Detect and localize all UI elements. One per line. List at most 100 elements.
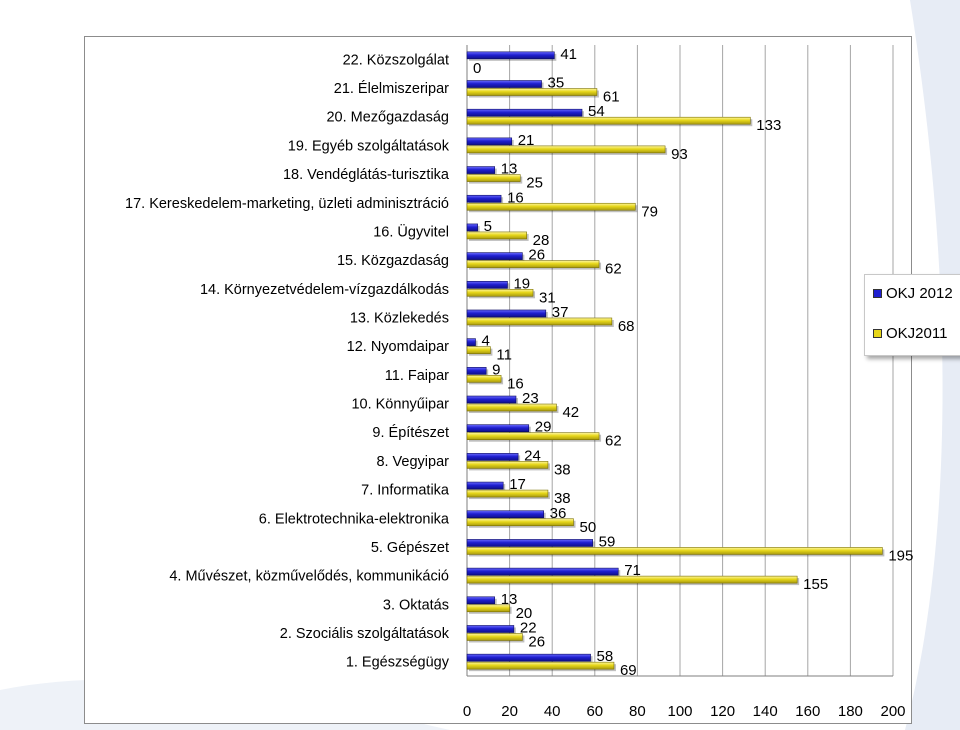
- bar-okj2011-10: [466, 403, 557, 412]
- background-swoosh-right: [905, 0, 960, 730]
- bar-okj-2012-1: [466, 653, 591, 662]
- bar-okj-2012-9: [466, 424, 530, 433]
- data-label-okj2011-13: 68: [618, 318, 635, 335]
- x-tick-label-180: 180: [838, 703, 863, 720]
- data-label-okj-2012-6: 36: [550, 505, 567, 522]
- data-label-okj-2012-2: 22: [520, 619, 537, 636]
- bar-okj2011-12: [466, 346, 491, 354]
- category-label-20: 20. Mezőgazdaság: [326, 110, 449, 126]
- data-label-okj2011-7: 38: [554, 490, 571, 507]
- bar-okj2011-11: [466, 375, 502, 383]
- data-label-okj2011-21: 61: [603, 89, 620, 106]
- legend-swatch-okj-2011: [873, 329, 882, 338]
- data-label-okj2011-10: 42: [562, 404, 579, 421]
- bar-okj2011-13: [466, 317, 613, 326]
- data-label-okj-2012-9: 29: [535, 419, 552, 436]
- data-label-okj-2012-16: 5: [484, 218, 492, 235]
- bar-okj-2012-2: [466, 625, 515, 633]
- bar-okj2011-20: [466, 116, 751, 125]
- bar-okj2011-14: [466, 288, 534, 297]
- bar-okj-2012-6: [466, 510, 544, 519]
- category-label-18: 18. Vendéglátás-turisztika: [283, 167, 450, 183]
- data-label-okj-2012-12: 4: [482, 333, 490, 350]
- bar-okj2011-5: [466, 547, 883, 555]
- category-label-11: 11. Faipar: [385, 368, 449, 384]
- category-label-6: 6. Elektrotechnika-elektronika: [259, 511, 450, 527]
- data-label-okj-2012-22: 41: [560, 46, 577, 63]
- data-label-okj-2012-20: 54: [588, 103, 605, 120]
- data-label-okj2011-20: 133: [756, 117, 781, 134]
- data-label-okj-2012-13: 37: [552, 304, 569, 321]
- category-label-14: 14. Környezetvédelem-vízgazdálkodás: [200, 282, 449, 298]
- data-label-okj-2012-14: 19: [513, 275, 530, 292]
- x-tick-label-0: 0: [463, 703, 471, 720]
- data-label-okj2011-19: 93: [671, 146, 688, 163]
- legend-label-okj-2011: OKJ2011: [886, 325, 948, 342]
- bar-okj-2012-14: [466, 280, 508, 289]
- x-tick-label-60: 60: [586, 703, 603, 720]
- x-tick-label-40: 40: [544, 703, 561, 720]
- category-label-3: 3. Oktatás: [383, 597, 449, 613]
- x-tick-label-160: 160: [795, 703, 820, 720]
- bar-okj-2012-16: [466, 223, 478, 232]
- bar-okj2011-19: [466, 145, 666, 154]
- bar-okj2011-16: [466, 231, 527, 240]
- category-label-2: 2. Szociális szolgáltatások: [280, 626, 450, 642]
- data-label-okj2011-6: 50: [580, 519, 597, 536]
- x-tick-label-140: 140: [753, 703, 778, 720]
- data-label-okj2011-16: 28: [533, 232, 550, 249]
- bar-okj2011-18: [466, 174, 521, 182]
- data-label-okj2011-2: 26: [528, 633, 545, 650]
- data-label-okj-2012-21: 35: [548, 75, 565, 92]
- bar-okj2011-9: [466, 432, 600, 441]
- x-tick-label-200: 200: [880, 703, 905, 720]
- bar-okj-2012-21: [466, 80, 542, 88]
- bar-okj-2012-12: [466, 338, 476, 346]
- legend-item-okj-2011: OKJ2011: [873, 325, 947, 342]
- bar-okj-2012-11: [466, 367, 487, 375]
- legend-swatch-okj-2012: [873, 289, 882, 298]
- data-label-okj2011-4: 155: [803, 576, 828, 593]
- data-label-okj-2012-15: 26: [528, 247, 545, 264]
- data-label-okj2011-3: 20: [516, 605, 533, 622]
- category-label-16: 16. Ügyvitel: [373, 222, 449, 240]
- data-label-okj2011-18: 25: [526, 175, 543, 192]
- data-label-okj2011-12: 11: [496, 347, 512, 364]
- data-label-okj-2012-7: 17: [509, 476, 526, 493]
- data-label-okj2011-14: 31: [539, 289, 556, 306]
- data-label-okj-2012-4: 71: [624, 562, 641, 579]
- legend: OKJ 2012 OKJ2011: [864, 274, 960, 356]
- bar-okj2011-7: [466, 489, 549, 498]
- data-label-okj2011-11: 16: [507, 375, 524, 392]
- category-label-1: 1. Egészségügy: [346, 655, 450, 671]
- bar-okj-2012-10: [466, 395, 517, 404]
- bar-okj-2012-4: [466, 567, 619, 576]
- bar-okj-2012-20: [466, 108, 583, 117]
- category-label-21: 21. Élelmiszeripar: [334, 80, 449, 97]
- data-label-okj2011-22: 0: [473, 60, 481, 77]
- bar-okj2011-6: [466, 518, 574, 527]
- category-label-9: 9. Építészet: [372, 424, 449, 441]
- category-label-13: 13. Közlekedés: [350, 310, 449, 326]
- bar-okj-2012-15: [466, 252, 523, 260]
- data-label-okj-2012-11: 9: [492, 361, 500, 378]
- category-label-22: 22. Közszolgálat: [343, 52, 449, 68]
- legend-label-okj-2012: OKJ 2012: [886, 285, 953, 302]
- category-label-5: 5. Gépészet: [371, 540, 449, 556]
- bar-okj2011-21: [466, 88, 598, 96]
- x-tick-label-20: 20: [501, 703, 518, 720]
- bar-okj2011-1: [466, 661, 615, 670]
- category-label-7: 7. Informatika: [361, 483, 450, 499]
- bar-okj-2012-18: [466, 166, 495, 174]
- category-label-8: 8. Vegyipar: [376, 454, 449, 470]
- data-label-okj-2012-1: 58: [597, 648, 614, 665]
- category-label-4: 4. Művészet, közművelődés, kommunikáció: [169, 569, 449, 585]
- data-label-okj-2012-19: 21: [518, 132, 535, 149]
- x-tick-label-120: 120: [710, 703, 735, 720]
- data-label-okj-2012-18: 13: [501, 161, 518, 178]
- bar-okj-2012-8: [466, 453, 519, 461]
- bar-okj-2012-22: [466, 51, 555, 60]
- bar-okj2011-8: [466, 461, 549, 469]
- category-label-15: 15. Közgazdaság: [337, 253, 449, 269]
